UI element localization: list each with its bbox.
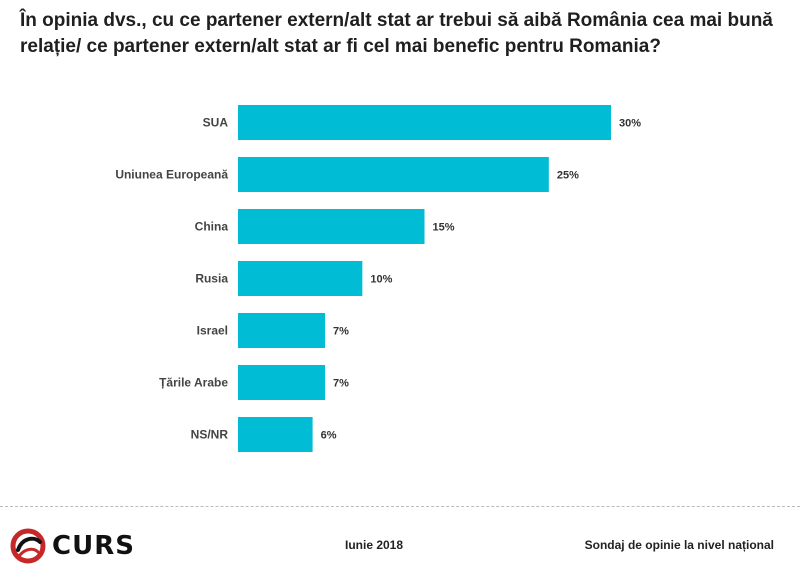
bar-0 [238, 105, 611, 140]
value-label: 15% [433, 222, 455, 234]
value-label: 7% [333, 378, 349, 390]
footer-date: Iunie 2018 [345, 538, 404, 552]
curs-logo: CURS [10, 527, 135, 565]
bar-2 [238, 209, 425, 244]
chart-title: În opinia dvs., cu ce partener extern/al… [20, 10, 773, 57]
category-label: NS/NR [191, 428, 229, 442]
value-label: 7% [333, 326, 349, 338]
bar-4 [238, 313, 326, 348]
footer-divider [0, 506, 800, 507]
bar-chart: SUA 30% Uniunea Europeană 25% China 15% Rusia 1… [115, 105, 641, 452]
footer-source: Sondaj de opinie la nivel național [584, 538, 774, 552]
category-label: Țările Arabe [159, 376, 228, 390]
logo-text: CURS [52, 531, 135, 561]
value-label: 6% [321, 430, 337, 442]
category-label: Israel [197, 324, 228, 338]
bar-1 [238, 157, 549, 192]
bar-3 [238, 261, 363, 296]
bar-6 [238, 417, 313, 452]
value-label: 30% [619, 118, 641, 130]
category-label: SUA [203, 116, 229, 130]
category-label: Rusia [195, 272, 228, 286]
value-label: 10% [370, 274, 392, 286]
category-label: China [195, 220, 229, 234]
bar-5 [238, 365, 326, 400]
category-label: Uniunea Europeană [115, 168, 228, 182]
curs-logo-icon [10, 528, 46, 564]
value-label: 25% [557, 170, 579, 182]
